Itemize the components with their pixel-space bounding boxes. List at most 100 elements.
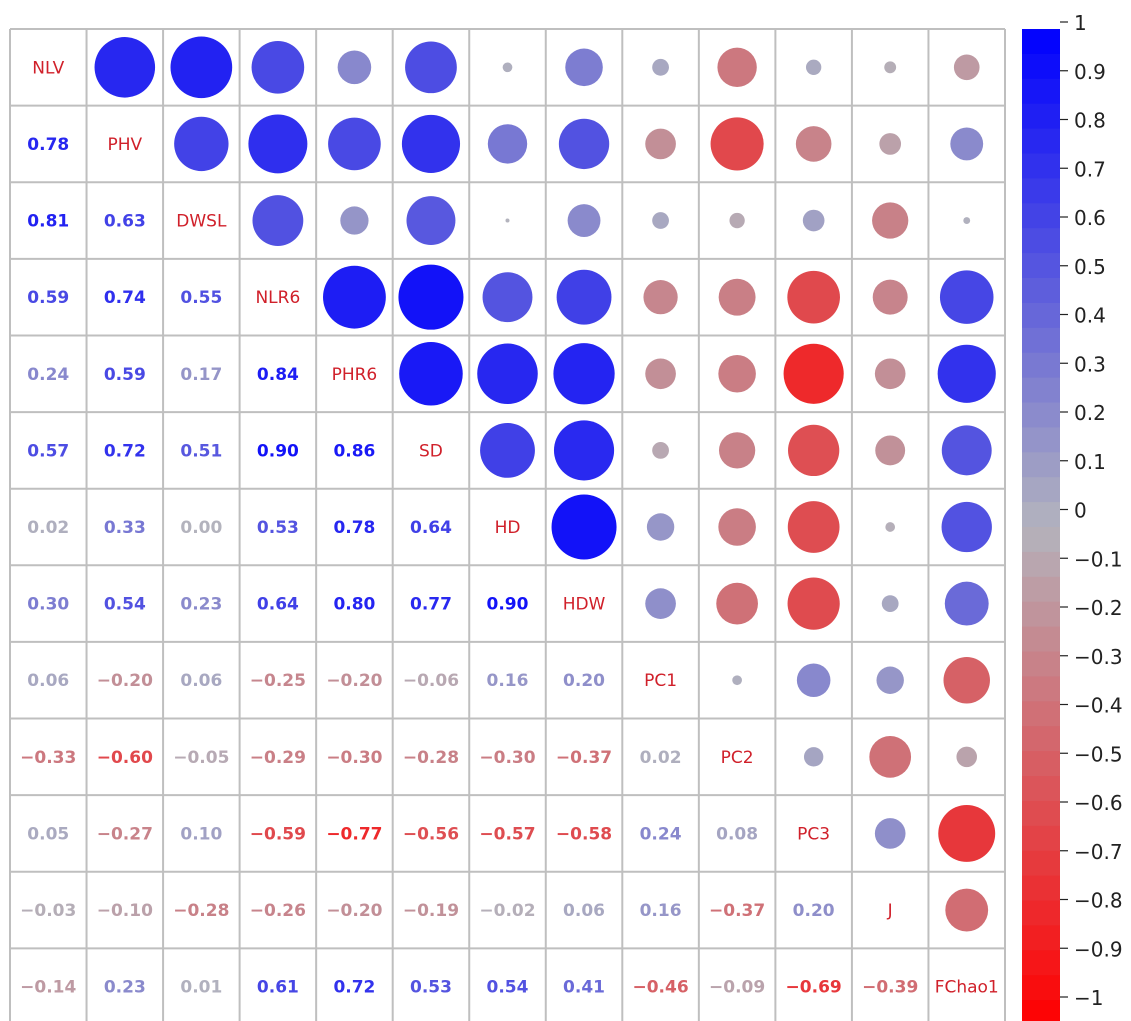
colorbar-segment xyxy=(1022,128,1060,155)
correlation-value-label: 0.86 xyxy=(333,441,375,461)
correlation-circle-phv-pc3 xyxy=(795,126,832,162)
correlation-circle-hd-hdw xyxy=(551,494,617,560)
colorbar-tick-label: 0.2 xyxy=(1074,401,1106,425)
correlation-circle-dwsl-nlr6 xyxy=(252,195,304,246)
correlation-circle-phv-sd xyxy=(401,114,461,174)
correlation-circle-nlr6-sd xyxy=(398,264,464,330)
colorbar-segment xyxy=(1022,228,1060,254)
correlation-value-label: −0.39 xyxy=(862,978,918,998)
variable-label-hdw: HDW xyxy=(563,595,606,615)
correlation-circle-dwsl-sd xyxy=(406,196,456,246)
correlation-value-label: 0.81 xyxy=(27,212,69,232)
colorbar-segment xyxy=(1022,601,1060,628)
correlation-value-label: −0.09 xyxy=(709,978,765,998)
variable-label-nlv: NLV xyxy=(32,58,64,78)
correlation-circle-phv-hdw xyxy=(558,118,610,170)
variable-label-sd: SD xyxy=(419,441,443,461)
correlation-value-label: −0.37 xyxy=(556,748,612,768)
correlation-circle-pc2-j xyxy=(869,735,912,778)
correlation-circle-nlv-nlr6 xyxy=(251,40,305,94)
correlation-value-label: 0.24 xyxy=(640,824,682,844)
colorbar-tick-label: 0.6 xyxy=(1074,206,1106,230)
correlation-value-label: 0.01 xyxy=(180,978,222,998)
colorbar-segment xyxy=(1022,53,1060,80)
correlation-circle-phr6-pc1 xyxy=(645,358,676,390)
correlation-value-label: −0.25 xyxy=(250,671,306,691)
colorbar-segment xyxy=(1022,651,1060,677)
correlation-circle-dwsl-pc2 xyxy=(729,212,745,229)
correlation-value-label: 0.74 xyxy=(104,288,146,308)
variable-label-phv: PHV xyxy=(107,135,142,155)
correlation-value-label: 0.08 xyxy=(716,824,758,844)
correlation-value-label: 0.77 xyxy=(410,595,452,615)
correlation-circle-nlr6-pc3 xyxy=(787,270,840,324)
colorbar-segment xyxy=(1022,776,1060,802)
colorbar-tick-label: −0.2 xyxy=(1074,596,1123,620)
correlation-circle-nlr6-pc2 xyxy=(718,278,756,316)
correlation-circle-pc1-fchao1 xyxy=(943,656,990,704)
colorbar-segment xyxy=(1022,402,1060,428)
correlation-value-label: 0.84 xyxy=(257,365,299,385)
correlation-circle-nlv-pc1 xyxy=(652,58,669,76)
colorbar-segment xyxy=(1022,203,1060,229)
colorbar-segment xyxy=(1022,576,1060,603)
correlation-value-label: 0.63 xyxy=(104,212,146,232)
correlation-circle-hdw-fchao1 xyxy=(944,581,989,626)
colorbar-segment xyxy=(1022,900,1060,926)
correlation-circle-nlv-hdw xyxy=(565,48,603,87)
colorbar-tick-label: −1 xyxy=(1074,986,1103,1010)
correlation-circle-pc2-fchao1 xyxy=(956,746,978,768)
correlation-value-label: 0.64 xyxy=(410,518,452,538)
correlation-value-label: 0.53 xyxy=(410,978,452,998)
correlation-value-label: 0.64 xyxy=(257,595,299,615)
correlation-value-label: 0.17 xyxy=(180,365,222,385)
correlation-circle-dwsl-pc3 xyxy=(802,209,825,232)
correlation-value-label: −0.58 xyxy=(556,824,612,844)
correlation-circle-nlv-sd xyxy=(405,41,457,94)
variable-label-pc2: PC2 xyxy=(721,748,754,768)
correlation-value-label: 0.41 xyxy=(563,978,605,998)
correlation-value-label: 0.51 xyxy=(180,441,222,461)
correlation-circle-sd-j xyxy=(875,435,906,466)
correlation-value-label: −0.03 xyxy=(20,901,76,921)
colorbar-segment xyxy=(1022,726,1060,752)
correlation-circle-phr6-fchao1 xyxy=(937,344,996,403)
correlation-circle-phr6-hd xyxy=(477,343,538,405)
correlation-value-label: −0.06 xyxy=(403,671,459,691)
correlation-circle-nlv-fchao1 xyxy=(953,54,980,81)
correlation-circle-nlr6-hdw xyxy=(556,269,612,325)
colorbar-segment xyxy=(1022,427,1060,453)
correlation-value-label: −0.05 xyxy=(173,748,229,768)
variable-label-nlr6: NLR6 xyxy=(255,288,300,308)
correlation-value-label: 0.90 xyxy=(487,595,529,615)
correlation-value-label: 0.54 xyxy=(487,978,529,998)
correlation-circle-j-fchao1 xyxy=(945,888,989,932)
colorbar-segment xyxy=(1022,452,1060,478)
colorbar-segment xyxy=(1022,278,1060,304)
correlation-circle-sd-pc2 xyxy=(718,432,756,469)
colorbar-segment xyxy=(1022,78,1060,105)
correlation-value-label: −0.28 xyxy=(403,748,459,768)
correlation-circle-sd-hdw xyxy=(553,420,615,481)
colorbar-segment xyxy=(1022,850,1060,877)
colorbar-segment xyxy=(1022,1000,1060,1021)
correlation-circle-sd-hd xyxy=(480,422,535,478)
correlation-value-label: −0.77 xyxy=(326,824,382,844)
correlation-circle-pc1-j xyxy=(876,666,904,694)
colorbar-segment xyxy=(1022,676,1060,702)
variable-label-j: J xyxy=(887,901,893,921)
correlation-value-label: 0.30 xyxy=(27,595,69,615)
correlation-value-label: 0.90 xyxy=(257,441,299,461)
colorbar-segment xyxy=(1022,875,1060,902)
colorbar-segment xyxy=(1022,103,1060,130)
correlation-circle-pc1-pc2 xyxy=(732,675,742,686)
correlation-value-label: −0.33 xyxy=(20,748,76,768)
variable-label-hd: HD xyxy=(495,518,521,538)
correlation-value-label: 0.53 xyxy=(257,518,299,538)
correlation-circle-dwsl-phr6 xyxy=(340,206,369,235)
correlation-circle-pc1-pc3 xyxy=(796,663,831,698)
correlation-value-label: −0.46 xyxy=(632,978,688,998)
correlation-circle-phv-j xyxy=(879,133,902,155)
